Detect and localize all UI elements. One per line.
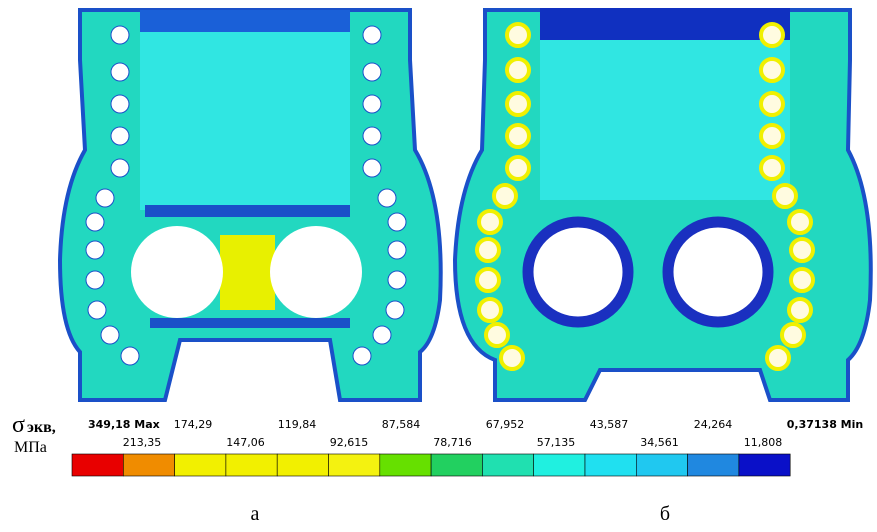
bolt-hole <box>111 95 129 113</box>
bolt-hole <box>791 239 813 261</box>
bolt-hole <box>479 299 501 321</box>
color-segment <box>431 454 482 476</box>
bolt-hole <box>501 347 523 369</box>
legend-label: 119,84 <box>278 418 317 431</box>
bolt-hole <box>96 189 114 207</box>
legend-label: 147,06 <box>226 436 265 449</box>
stress-symbol: σ <box>12 412 25 438</box>
model-b-hole <box>668 222 768 322</box>
model-b-top <box>540 8 790 40</box>
bolt-hole <box>111 63 129 81</box>
figure: σ экв, МПа 349,18 Max 174,29 119,84 87,584 6… <box>0 0 877 532</box>
bolt-hole <box>386 301 404 319</box>
bolt-hole <box>774 185 796 207</box>
legend-label: 67,952 <box>486 418 525 431</box>
bolt-hole <box>363 127 381 145</box>
bolt-hole <box>507 125 529 147</box>
legend-label: 213,35 <box>123 436 162 449</box>
legend-label: 78,716 <box>433 436 472 449</box>
bolt-hole <box>791 269 813 291</box>
model-a-top <box>140 10 350 32</box>
bolt-hole <box>507 24 529 46</box>
bolt-hole <box>86 271 104 289</box>
bolt-hole <box>363 95 381 113</box>
bolt-hole <box>388 241 406 259</box>
bolt-hole <box>111 26 129 44</box>
caption: а <box>251 503 260 525</box>
bolt-hole <box>494 185 516 207</box>
model-a-hotspot <box>220 235 275 310</box>
bolt-hole <box>111 127 129 145</box>
legend-label: 24,264 <box>694 418 733 431</box>
bolt-hole <box>101 326 119 344</box>
bolt-hole <box>388 271 406 289</box>
bolt-hole <box>86 241 104 259</box>
model-a-hole <box>131 226 223 318</box>
color-segment <box>123 454 174 476</box>
color-segment <box>72 454 123 476</box>
color-segment <box>636 454 687 476</box>
fea-models <box>60 8 871 400</box>
bolt-hole <box>479 211 501 233</box>
color-segment <box>688 454 739 476</box>
bolt-hole <box>789 211 811 233</box>
color-segment <box>380 454 431 476</box>
legend-label: 174,29 <box>174 418 213 431</box>
bolt-hole <box>353 347 371 365</box>
bolt-hole <box>363 63 381 81</box>
color-segment <box>739 454 790 476</box>
bolt-hole <box>782 324 804 346</box>
model-a-band <box>150 318 350 328</box>
color-segment <box>585 454 636 476</box>
model-a-inner <box>140 20 350 210</box>
bolt-hole <box>507 157 529 179</box>
legend: σ экв, МПа 349,18 Max 174,29 119,84 87,584 6… <box>12 412 863 476</box>
model-a-band <box>145 205 350 217</box>
legend-label: 349,18 Max <box>88 418 160 431</box>
legend-label: 11,808 <box>744 436 783 449</box>
bolt-hole <box>767 347 789 369</box>
color-segment <box>482 454 533 476</box>
legend-label: 0,37138 Min <box>787 418 863 431</box>
bolt-hole <box>761 93 783 115</box>
legend-label: 57,135 <box>537 436 576 449</box>
stress-subscript: экв, <box>27 419 56 436</box>
bolt-hole <box>477 239 499 261</box>
stress-unit: МПа <box>14 439 47 456</box>
legend-label: 92,615 <box>330 436 369 449</box>
bolt-hole <box>507 93 529 115</box>
bolt-hole <box>761 59 783 81</box>
color-segment <box>175 454 226 476</box>
model-b-hole <box>528 222 628 322</box>
bolt-hole <box>363 159 381 177</box>
bolt-hole <box>761 125 783 147</box>
bolt-hole <box>477 269 499 291</box>
bolt-hole <box>761 157 783 179</box>
bolt-hole <box>363 26 381 44</box>
bolt-hole <box>388 213 406 231</box>
bolt-hole <box>507 59 529 81</box>
bolt-hole <box>86 213 104 231</box>
color-segment <box>534 454 585 476</box>
bolt-hole <box>789 299 811 321</box>
bolt-hole <box>111 159 129 177</box>
legend-label: 87,584 <box>382 418 421 431</box>
color-segment <box>226 454 277 476</box>
bolt-hole <box>373 326 391 344</box>
legend-label: 43,587 <box>590 418 629 431</box>
color-segment <box>277 454 328 476</box>
color-segment <box>329 454 380 476</box>
model-a-hole <box>270 226 362 318</box>
model-b-inner <box>540 20 790 200</box>
bolt-hole <box>761 24 783 46</box>
bolt-hole <box>88 301 106 319</box>
bolt-hole <box>121 347 139 365</box>
caption: б <box>660 503 670 525</box>
legend-label: 34,561 <box>640 436 679 449</box>
bolt-hole <box>486 324 508 346</box>
bolt-hole <box>378 189 396 207</box>
